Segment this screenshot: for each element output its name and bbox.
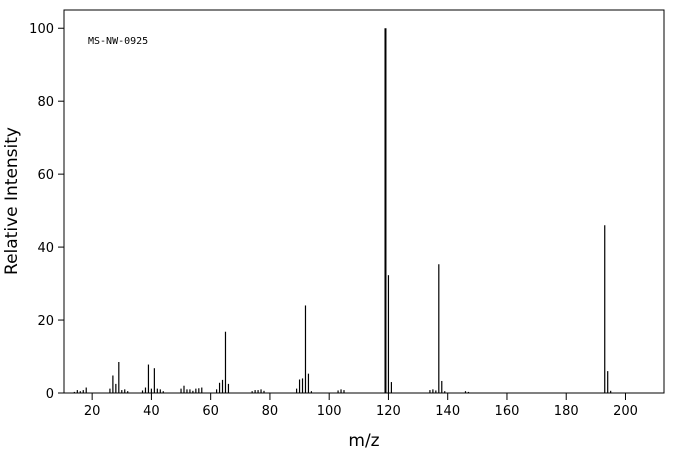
x-tick-label: 80 <box>262 404 279 419</box>
x-tick-label: 160 <box>495 404 520 419</box>
y-tick-label: 80 <box>37 95 54 110</box>
plot-frame <box>63 9 665 394</box>
annotation: MS-NW-0925 <box>88 36 148 47</box>
x-tick-label: 60 <box>202 404 219 419</box>
x-axis-label: m/z <box>348 431 379 451</box>
x-tick-label: 40 <box>143 404 160 419</box>
x-tick-label: 180 <box>554 404 579 419</box>
y-tick-label: 20 <box>37 314 54 329</box>
y-tick-label: 100 <box>29 22 54 37</box>
y-tick-label: 60 <box>37 168 54 183</box>
x-tick-label: 140 <box>435 404 460 419</box>
x-tick-label: 120 <box>376 404 401 419</box>
y-axis-label: Relative Intensity <box>2 127 22 275</box>
x-tick-label: 20 <box>84 404 101 419</box>
y-tick-label: 40 <box>37 241 54 256</box>
x-tick-label: 200 <box>613 404 638 419</box>
x-tick-label: 100 <box>317 404 342 419</box>
y-tick-label: 0 <box>46 387 54 402</box>
